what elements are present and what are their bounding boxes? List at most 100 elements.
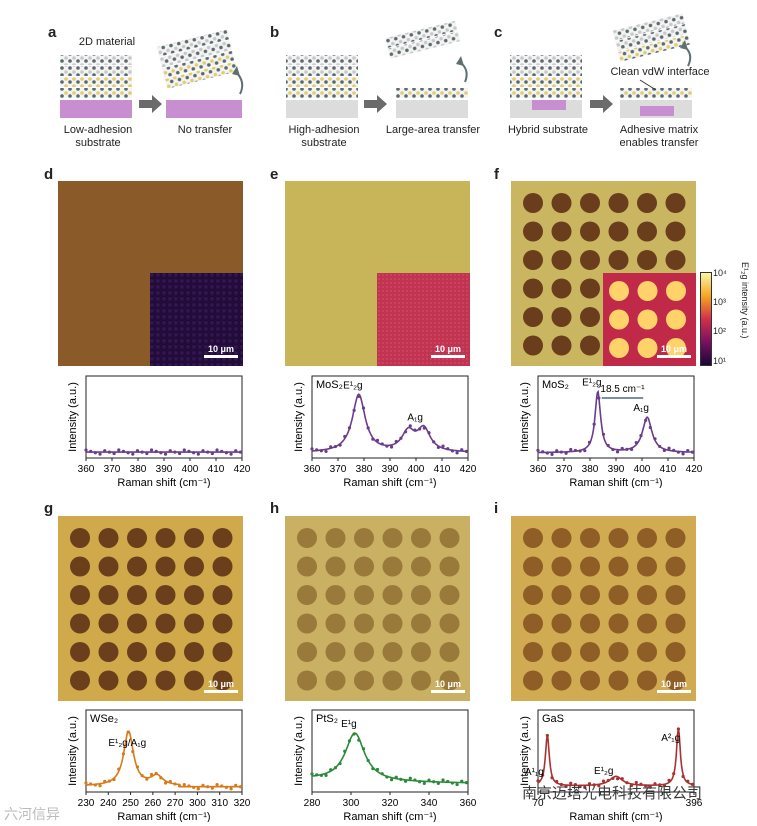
sample-label: MoS₂ [316, 379, 343, 391]
microdot [637, 528, 657, 548]
x-tick-label: 390 [382, 464, 399, 475]
data-point [460, 448, 464, 452]
data-point [93, 451, 97, 455]
data-point [333, 444, 337, 449]
x-tick-label: 390 [608, 464, 625, 475]
microdot [608, 585, 629, 605]
scale-bar: 10 μm [657, 679, 691, 693]
microdot [411, 585, 431, 605]
x-tick-label: 420 [686, 464, 703, 475]
micrograph-i: 10 μm [511, 516, 696, 701]
data-point [145, 451, 149, 456]
data-point [413, 778, 417, 782]
microdot [608, 556, 629, 577]
data-point [135, 765, 140, 769]
data-point [107, 779, 111, 783]
data-point [569, 447, 573, 452]
plot-frame [85, 375, 243, 459]
data-point [319, 773, 323, 777]
microdot [608, 221, 629, 242]
panel-label-g: g [44, 500, 54, 517]
microdot [212, 528, 233, 548]
data-point [131, 749, 135, 754]
data-point [126, 730, 130, 734]
data-point [578, 784, 582, 788]
data-point [112, 777, 116, 782]
x-tick-label: 270 [167, 798, 184, 809]
data-point [352, 732, 356, 736]
data-point [606, 443, 610, 448]
data-point [408, 776, 412, 780]
peak-label: E¹₂g [343, 380, 362, 391]
data-point [310, 772, 314, 776]
x-tick-label: 310 [211, 798, 228, 809]
y-axis-label: Intensity (a.u.) [293, 382, 305, 452]
data-point [112, 451, 116, 456]
microdot [523, 278, 543, 299]
data-point [648, 785, 652, 789]
x-axis-label: Raman shift (cm⁻¹) [117, 811, 210, 822]
microdot [580, 642, 600, 662]
x-axis-label: Raman shift (cm⁻¹) [343, 811, 436, 822]
x-tick-label: 400 [182, 464, 199, 475]
scale-bar: 10 μm [204, 344, 238, 358]
data-point [215, 448, 219, 452]
data-point [550, 452, 554, 456]
microdot [439, 585, 460, 605]
microdot [523, 670, 543, 691]
data-point [404, 430, 408, 434]
data-point [131, 452, 135, 456]
microdot [523, 613, 543, 634]
data-point [690, 782, 695, 787]
peak-label: A¹₁g [525, 767, 544, 778]
microdot [523, 335, 543, 356]
x-tick-label: 370 [104, 464, 121, 475]
microdot [325, 585, 346, 605]
microdot [325, 670, 346, 691]
x-tick-label: 70 [532, 798, 544, 809]
data-point [196, 452, 200, 456]
data-point [380, 772, 384, 776]
chart-f: 360 370 380 390 400 410 420 Raman shift (cm⁻¹) I… [519, 375, 703, 488]
microdot [212, 556, 233, 577]
data-point [394, 775, 398, 779]
data-point [536, 779, 540, 783]
plot-frame [537, 709, 695, 793]
data-point [98, 784, 102, 788]
data-point [375, 767, 380, 772]
data-point [583, 785, 587, 789]
microdot [665, 193, 686, 213]
data-point [159, 776, 163, 780]
microdot [354, 670, 374, 691]
scale-bar: 10 μm [657, 344, 691, 358]
panel-label-h: h [270, 500, 280, 517]
colorbar-tick: 10¹ [713, 356, 727, 366]
data-point [658, 783, 662, 787]
fit-curve [311, 732, 468, 784]
microdot [665, 670, 686, 691]
microdot [411, 613, 431, 634]
microdot [439, 642, 460, 662]
microdot [297, 585, 317, 605]
data-point [564, 784, 568, 789]
x-axis-label: Raman shift (cm⁻¹) [117, 477, 210, 488]
data-point [436, 445, 440, 449]
schematic-b-left [286, 55, 358, 118]
data-point [662, 448, 666, 453]
annotation: 18.5 cm⁻¹ [600, 384, 645, 395]
fit-curve [312, 393, 468, 453]
scale-bar: 10 μm [431, 344, 465, 358]
y-axis-label: Intensity (a.u.) [67, 382, 79, 452]
data-point [149, 448, 154, 452]
micrograph-g: 10 μm [58, 516, 243, 701]
data-point [559, 782, 563, 787]
data-point [192, 451, 196, 455]
microdot [551, 278, 572, 299]
y-axis-label: Intensity (a.u.) [293, 716, 305, 786]
fit-curve [538, 389, 694, 454]
x-tick-label: 280 [304, 798, 321, 809]
microdot [523, 528, 543, 548]
microdot [70, 556, 90, 577]
data-point [315, 773, 319, 777]
map-spot [666, 338, 686, 358]
